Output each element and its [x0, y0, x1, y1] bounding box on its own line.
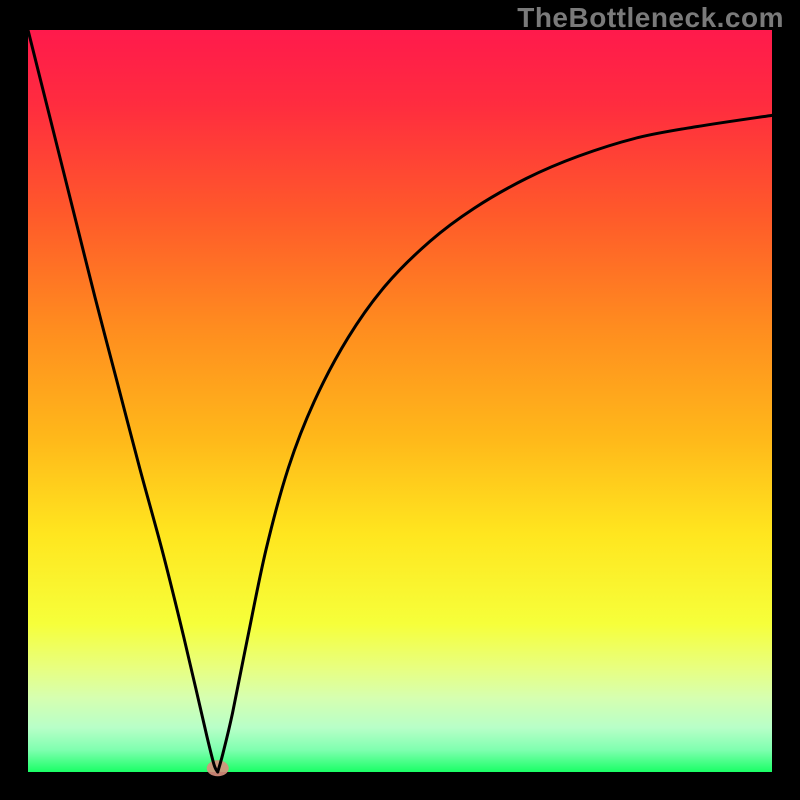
plot-background: [28, 30, 772, 772]
bottleneck-chart: [0, 0, 800, 800]
watermark-text: TheBottleneck.com: [517, 2, 784, 34]
chart-container: TheBottleneck.com: [0, 0, 800, 800]
